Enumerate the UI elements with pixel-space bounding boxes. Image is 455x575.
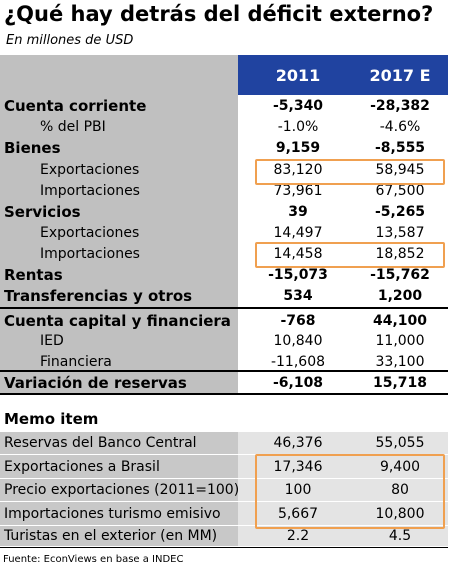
memo-value-bg (238, 526, 448, 546)
cell-value: -11,608 (270, 353, 326, 370)
header-label-cell (0, 55, 238, 95)
memo-value-bg (238, 502, 448, 525)
row-label: Importaciones (40, 182, 140, 199)
memo-value-bg (238, 432, 448, 454)
cell-value: -4.6% (379, 119, 421, 135)
cell-value: 39 (288, 203, 308, 220)
row-label: Exportaciones (40, 224, 140, 241)
row-label: Transferencias y otros (4, 287, 193, 305)
cell-value: 44,100 (372, 312, 428, 329)
row-label: Rentas (4, 265, 63, 284)
row-label: IED (40, 333, 64, 349)
cell-value: 55,055 (375, 435, 425, 451)
row-label: Cuenta corriente (4, 97, 147, 115)
cell-value: -28,382 (370, 98, 430, 114)
cell-value: -5,265 (374, 203, 426, 220)
cell-value: 14,497 (273, 224, 323, 241)
memo-label-bg (0, 455, 238, 478)
row-label: Bienes (4, 139, 61, 157)
highlight-box (255, 454, 445, 529)
cell-value: 14,458 (273, 245, 323, 262)
cell-value: 534 (283, 288, 313, 304)
cell-value: 33,100 (375, 353, 425, 370)
cell-value: 1,200 (377, 288, 423, 304)
cell-value: 9,159 (275, 140, 321, 156)
row-label: Financiera (40, 353, 112, 370)
cell-value: -5,340 (272, 98, 324, 114)
cell-value: 83,120 (273, 161, 323, 178)
cell-value: -768 (280, 312, 316, 329)
cell-value: 73,961 (273, 182, 323, 199)
memo-title: Memo item (4, 410, 99, 428)
row-label: Precio exportaciones (2011=100) (4, 482, 240, 498)
row-label: Exportaciones (40, 161, 140, 178)
memo-value-bg (238, 479, 448, 501)
separator (0, 393, 448, 395)
cell-value: 13,587 (375, 224, 425, 241)
cell-value: 11,000 (375, 333, 425, 349)
cell-value: 80 (391, 482, 409, 498)
row-label: Reservas del Banco Central (4, 435, 197, 451)
row-label: Servicios (4, 202, 81, 221)
separator (0, 370, 448, 372)
cell-value: 5,667 (277, 505, 319, 522)
cell-value: 46,376 (273, 435, 323, 451)
memo-value-bg (238, 455, 448, 478)
cell-value: -8,555 (374, 140, 426, 156)
column-header: 2017 E (369, 65, 431, 85)
cell-value: -15,762 (370, 266, 430, 283)
cell-value: 10,840 (273, 333, 323, 349)
cell-value: 18,852 (375, 245, 425, 262)
cell-value: 100 (284, 482, 312, 498)
title: ¿Qué hay detrás del déficit externo? (4, 2, 434, 26)
column-header: 2011 (275, 65, 321, 85)
cell-value: 17,346 (273, 458, 323, 475)
cell-value: -15,073 (268, 266, 328, 283)
separator (0, 547, 448, 548)
row-label: Variación de reservas (4, 374, 187, 392)
highlight-box (255, 242, 445, 268)
row-label: Importaciones turismo emisivo (4, 505, 221, 522)
cell-value: -1.0% (277, 119, 319, 135)
memo-label-bg (0, 432, 238, 454)
row-label: Turistas en el exterior (en MM) (4, 528, 218, 544)
row-label: Exportaciones a Brasil (4, 458, 160, 475)
label-column (0, 95, 238, 394)
cell-value: 67,500 (375, 182, 425, 199)
separator (0, 307, 448, 309)
cell-value: 2.2 (286, 528, 310, 544)
source: Fuente: EconViews en base a INDEC (3, 554, 184, 565)
row-label: Cuenta capital y financiera (4, 311, 231, 330)
memo-label-bg (0, 479, 238, 501)
cell-value: 10,800 (375, 505, 425, 522)
memo-label-bg (0, 502, 238, 525)
row-label: % del PBI (40, 119, 106, 135)
row-label: Importaciones (40, 245, 140, 262)
subtitle: En millones de USD (6, 33, 134, 48)
cell-value: 9,400 (379, 458, 421, 475)
cell-value: 4.5 (388, 528, 412, 544)
cell-value: 58,945 (375, 161, 425, 178)
header-bar (238, 55, 448, 95)
cell-value: 15,718 (372, 375, 428, 391)
cell-value: -6,108 (272, 375, 324, 391)
highlight-box (255, 159, 445, 185)
memo-label-bg (0, 526, 238, 546)
